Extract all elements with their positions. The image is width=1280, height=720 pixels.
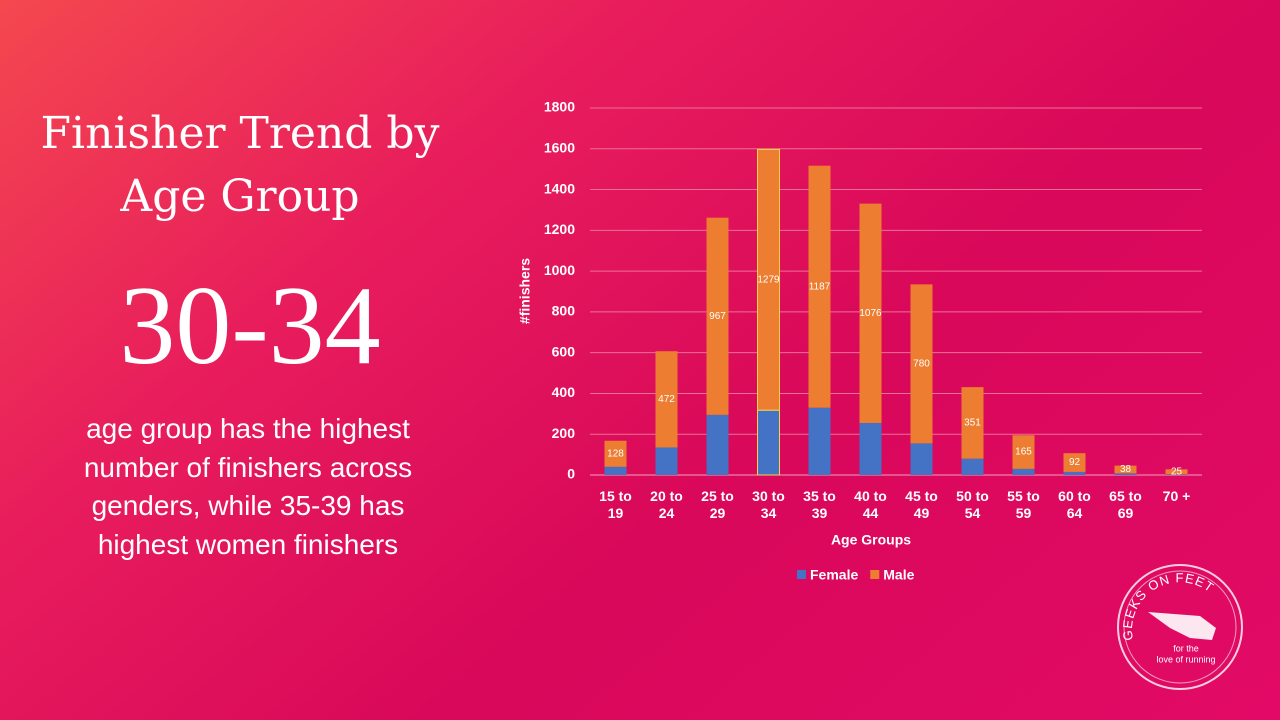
x-tick-label: 25 to 29: [701, 488, 734, 521]
bar: [655, 447, 678, 475]
bar: [706, 414, 729, 475]
y-tick-label: 1200: [544, 221, 575, 237]
data-label: 165: [1015, 447, 1032, 458]
bar: [604, 466, 627, 475]
x-axis-title: Age Groups: [831, 532, 911, 548]
y-tick-label: 1600: [544, 139, 575, 155]
bar: [859, 423, 882, 475]
highlight: 30-34: [119, 264, 381, 388]
bar: [808, 165, 831, 408]
x-tick-label: 50 to 54: [956, 488, 989, 521]
data-label: 38: [1120, 464, 1132, 475]
data-label: 351: [964, 418, 981, 429]
y-tick-label: 1800: [544, 99, 575, 115]
x-tick-label: 20 to 24: [650, 488, 683, 521]
bar: [808, 407, 831, 475]
data-label: 967: [709, 311, 726, 322]
logo-tagline: love of running: [1156, 654, 1215, 664]
bar: [706, 217, 729, 415]
legend-swatch: [797, 570, 806, 579]
legend-label: Female: [810, 567, 858, 583]
x-tick-label: 45 to 49: [905, 488, 938, 521]
y-tick-label: 200: [552, 425, 576, 441]
bar: [910, 443, 933, 475]
bar: [757, 409, 780, 476]
data-label: 472: [658, 394, 675, 405]
x-tick-label: 60 to 64: [1058, 488, 1091, 521]
y-tick-label: 1000: [544, 262, 575, 278]
description: age group has the highest number of fini…: [83, 413, 413, 560]
bar: [1114, 465, 1137, 474]
data-label: 1279: [757, 274, 780, 285]
data-label: 1187: [809, 281, 831, 292]
y-tick-label: 1400: [544, 180, 575, 196]
bar: [757, 148, 780, 411]
logo: GEEKS ON FEET for the love of running: [1117, 564, 1243, 690]
bar: [1063, 453, 1086, 472]
data-label: 92: [1069, 457, 1081, 468]
x-tick-label: 30 to 34: [752, 488, 785, 521]
bar: [961, 458, 984, 475]
data-label: 25: [1171, 466, 1183, 477]
bar: [1012, 435, 1035, 469]
bar: [1165, 474, 1188, 475]
y-tick-label: 0: [567, 466, 575, 482]
x-tick-label: 65 to 69: [1109, 488, 1142, 521]
data-label: 1076: [859, 308, 882, 319]
bar: [961, 387, 984, 459]
data-label: 128: [607, 448, 624, 459]
y-tick-label: 400: [552, 384, 576, 400]
x-tick-label: 55 to 59: [1007, 488, 1040, 521]
legend-swatch: [870, 570, 880, 579]
x-tick-label: 40 to 44: [854, 488, 887, 521]
bar: [910, 284, 933, 444]
bar: [1063, 471, 1086, 475]
data-label: 780: [913, 359, 930, 370]
bar: [859, 203, 882, 424]
logo-tagline: for the: [1173, 643, 1199, 653]
x-tick-label: 35 to 39: [803, 488, 836, 521]
bar: [655, 351, 678, 448]
legend-label: Male: [883, 567, 914, 583]
bar: [1012, 468, 1035, 475]
y-axis-title: #finishers: [517, 258, 533, 324]
slide-title: Finisher Trend by Age Group: [40, 108, 440, 222]
bar: [1114, 473, 1137, 475]
x-tick-label: 70 +: [1162, 488, 1191, 504]
bar: [1165, 469, 1188, 475]
y-tick-label: 800: [552, 303, 576, 319]
bar: [604, 440, 627, 467]
x-tick-label: 15 to 19: [599, 488, 632, 521]
y-tick-label: 600: [552, 343, 576, 359]
